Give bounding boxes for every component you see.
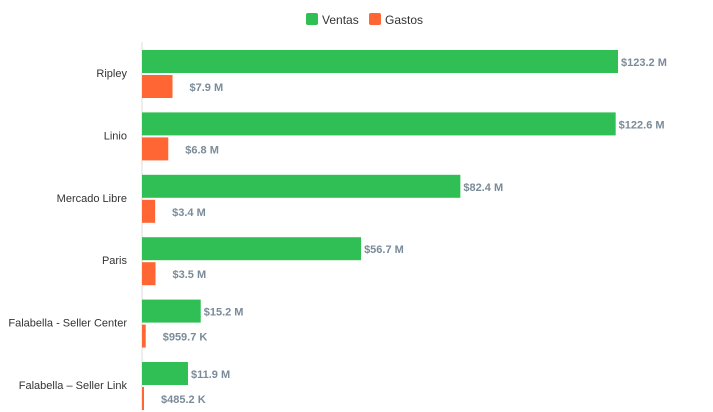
category-label: Mercado Libre — [57, 193, 127, 205]
data-label-gastos: $959.7 K — [163, 332, 208, 344]
data-label-ventas: $123.2 M — [621, 57, 667, 69]
legend-swatch-ventas[interactable] — [306, 13, 318, 25]
category-label: Falabella - Seller Center — [8, 318, 127, 330]
data-label-ventas: $82.4 M — [463, 182, 503, 194]
bar-ventas[interactable] — [142, 112, 616, 136]
category-label: Ripley — [96, 68, 127, 80]
data-label-ventas: $56.7 M — [364, 244, 404, 256]
legend-label-ventas[interactable]: Ventas — [322, 13, 359, 27]
category-label: Paris — [102, 255, 128, 267]
data-label-gastos: $7.9 M — [190, 82, 224, 94]
bar-gastos[interactable] — [142, 137, 169, 161]
data-label-gastos: $3.5 M — [173, 269, 207, 281]
data-label-ventas: $122.6 M — [619, 119, 665, 131]
bar-ventas[interactable] — [142, 237, 362, 261]
category-label: Falabella – Seller Link — [19, 380, 128, 392]
data-label-gastos: $485.2 K — [161, 394, 206, 406]
bar-gastos[interactable] — [142, 324, 146, 348]
data-label-gastos: $6.8 M — [185, 144, 219, 156]
legend-label-gastos[interactable]: Gastos — [385, 13, 423, 27]
bar-gastos[interactable] — [142, 262, 156, 286]
bar-gastos[interactable] — [142, 75, 173, 98]
data-label-gastos: $3.4 M — [172, 207, 206, 219]
bar-ventas[interactable] — [142, 174, 461, 198]
category-label: Linio — [104, 130, 127, 142]
data-label-ventas: $15.2 M — [204, 307, 244, 319]
bar-ventas[interactable] — [142, 299, 201, 323]
legend-swatch-gastos[interactable] — [369, 13, 381, 25]
bar-gastos[interactable] — [142, 199, 156, 223]
data-label-ventas: $11.9 M — [191, 369, 230, 381]
bar-ventas[interactable] — [142, 50, 618, 73]
bar-ventas[interactable] — [142, 362, 188, 385]
bar-gastos[interactable] — [142, 387, 144, 410]
